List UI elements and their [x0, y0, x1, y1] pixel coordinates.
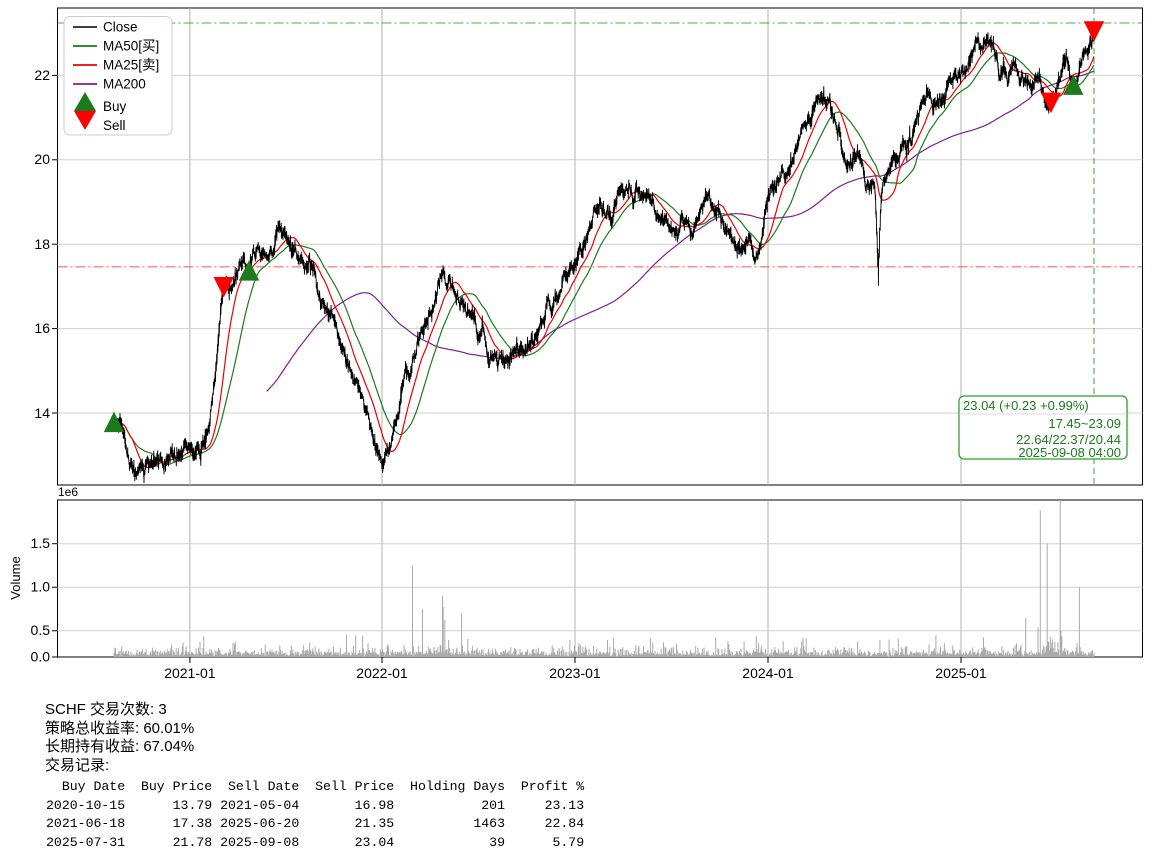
svg-text:17.45~23.09: 17.45~23.09 [1048, 416, 1121, 431]
svg-text:2023-01: 2023-01 [549, 665, 601, 681]
svg-text:22: 22 [34, 67, 50, 83]
svg-text:20: 20 [34, 151, 50, 167]
svg-text:Buy: Buy [103, 99, 127, 114]
svg-text:1.0: 1.0 [31, 579, 51, 595]
svg-text:2025-09-08 04:00: 2025-09-08 04:00 [1018, 445, 1121, 460]
svg-text:18: 18 [34, 236, 50, 252]
svg-text:Close: Close [103, 20, 138, 35]
svg-text:MA200: MA200 [103, 77, 146, 92]
svg-text:23.04 (+0.23 +0.99%): 23.04 (+0.23 +0.99%) [963, 398, 1089, 413]
svg-text:2021-01: 2021-01 [164, 665, 216, 681]
svg-text:2022-01: 2022-01 [356, 665, 408, 681]
svg-text:0.5: 0.5 [31, 622, 51, 638]
svg-text:1.5: 1.5 [31, 535, 51, 551]
svg-text:1e6: 1e6 [58, 485, 78, 499]
svg-text:2025-01: 2025-01 [935, 665, 987, 681]
svg-text:14: 14 [34, 405, 50, 421]
svg-text:Sell: Sell [103, 118, 126, 133]
svg-text:16: 16 [34, 320, 50, 336]
svg-text:2024-01: 2024-01 [742, 665, 794, 681]
svg-text:MA50[买]: MA50[买] [103, 39, 159, 54]
svg-text:0.0: 0.0 [31, 649, 51, 665]
svg-text:Volume: Volume [8, 556, 23, 599]
svg-text:MA25[卖]: MA25[卖] [103, 58, 159, 73]
